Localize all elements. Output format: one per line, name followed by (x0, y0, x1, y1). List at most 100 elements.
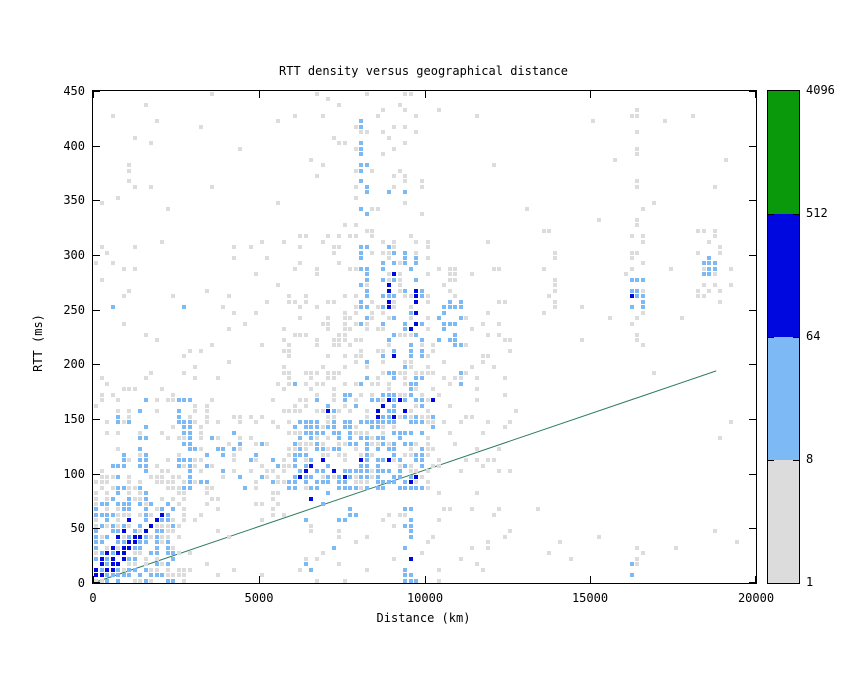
density-cell (375, 398, 380, 403)
density-cell (381, 420, 386, 424)
density-cell (204, 485, 209, 490)
density-cell (94, 261, 98, 266)
density-cell (99, 474, 104, 479)
density-cell (309, 441, 314, 446)
density-cell (143, 398, 148, 403)
colorbar-segment (768, 460, 799, 583)
density-cell (397, 288, 402, 293)
tick-mark (749, 310, 756, 311)
density-cell (458, 370, 463, 375)
density-cell (182, 305, 187, 310)
density-cell (453, 343, 458, 348)
density-cell (309, 376, 314, 381)
density-cell (254, 502, 259, 506)
density-cell (419, 474, 424, 479)
tick-mark (93, 91, 100, 92)
density-cell (110, 529, 115, 534)
density-cell (381, 266, 386, 271)
density-cell (486, 354, 491, 359)
density-cell (342, 141, 347, 146)
density-cell (298, 452, 303, 457)
density-cell (116, 534, 121, 539)
density-cell (121, 387, 126, 392)
density-cell (431, 425, 436, 430)
density-cell (364, 485, 369, 490)
density-cell (480, 359, 485, 364)
density-cell (707, 256, 712, 260)
density-cell (337, 474, 342, 479)
density-cell (99, 376, 104, 381)
colorbar-label: 4096 (806, 83, 835, 97)
density-cell (94, 507, 98, 512)
density-cell (292, 381, 297, 386)
density-cell (121, 502, 126, 506)
density-cell (298, 409, 303, 414)
density-cell (348, 512, 353, 517)
density-cell (348, 234, 353, 239)
x-tick-label: 0 (89, 591, 97, 605)
density-cell (381, 398, 386, 403)
tick-mark (425, 576, 426, 583)
density-cell (386, 343, 391, 348)
density-cell (193, 447, 198, 452)
density-cell (165, 523, 170, 528)
density-cell (198, 348, 203, 353)
density-cell (375, 441, 380, 446)
density-cell (154, 480, 159, 485)
density-cell (414, 277, 419, 282)
density-cell (320, 452, 325, 457)
density-cell (348, 409, 353, 414)
density-cell (392, 447, 397, 452)
density-cell (292, 441, 297, 446)
density-cell (132, 135, 137, 140)
density-cell (629, 305, 634, 310)
density-cell (364, 266, 369, 271)
density-cell (303, 332, 308, 337)
density-cell (210, 398, 215, 403)
density-cell (331, 245, 336, 250)
density-cell (281, 365, 286, 370)
density-cell (359, 305, 364, 310)
density-cell (171, 496, 176, 501)
density-cell (204, 491, 209, 496)
density-cell (160, 529, 165, 534)
density-cell (221, 452, 226, 457)
density-cell (408, 266, 413, 271)
density-cell (635, 277, 640, 282)
density-cell (127, 502, 132, 506)
density-cell (436, 316, 441, 321)
density-cell (165, 534, 170, 539)
density-cell (668, 266, 673, 271)
x-tick-label: 5000 (244, 591, 274, 605)
density-cell (165, 562, 170, 567)
density-cell (259, 518, 264, 523)
density-cell (353, 381, 358, 386)
density-cell (458, 381, 463, 386)
density-cell (281, 239, 286, 244)
density-cell (176, 567, 181, 572)
density-cell (337, 518, 342, 523)
density-cell (508, 338, 513, 342)
density-cell (408, 409, 413, 414)
density-cell (320, 163, 325, 168)
density-cell (303, 562, 308, 567)
density-cell (640, 277, 645, 282)
density-cell (292, 430, 297, 435)
density-cell (359, 163, 364, 168)
density-cell (204, 562, 209, 567)
density-cell (458, 305, 463, 310)
tick-mark (93, 364, 100, 365)
density-cell (320, 441, 325, 446)
density-cell (392, 245, 397, 250)
colorbar (767, 90, 800, 584)
density-cell (138, 480, 143, 485)
density-cell (436, 392, 441, 397)
density-cell (425, 441, 430, 446)
tick-mark (590, 576, 591, 583)
density-cell (182, 507, 187, 512)
density-cell (331, 299, 336, 304)
density-cell (265, 256, 270, 260)
density-cell (403, 545, 408, 550)
density-cell (287, 294, 292, 299)
density-cell (331, 338, 336, 342)
